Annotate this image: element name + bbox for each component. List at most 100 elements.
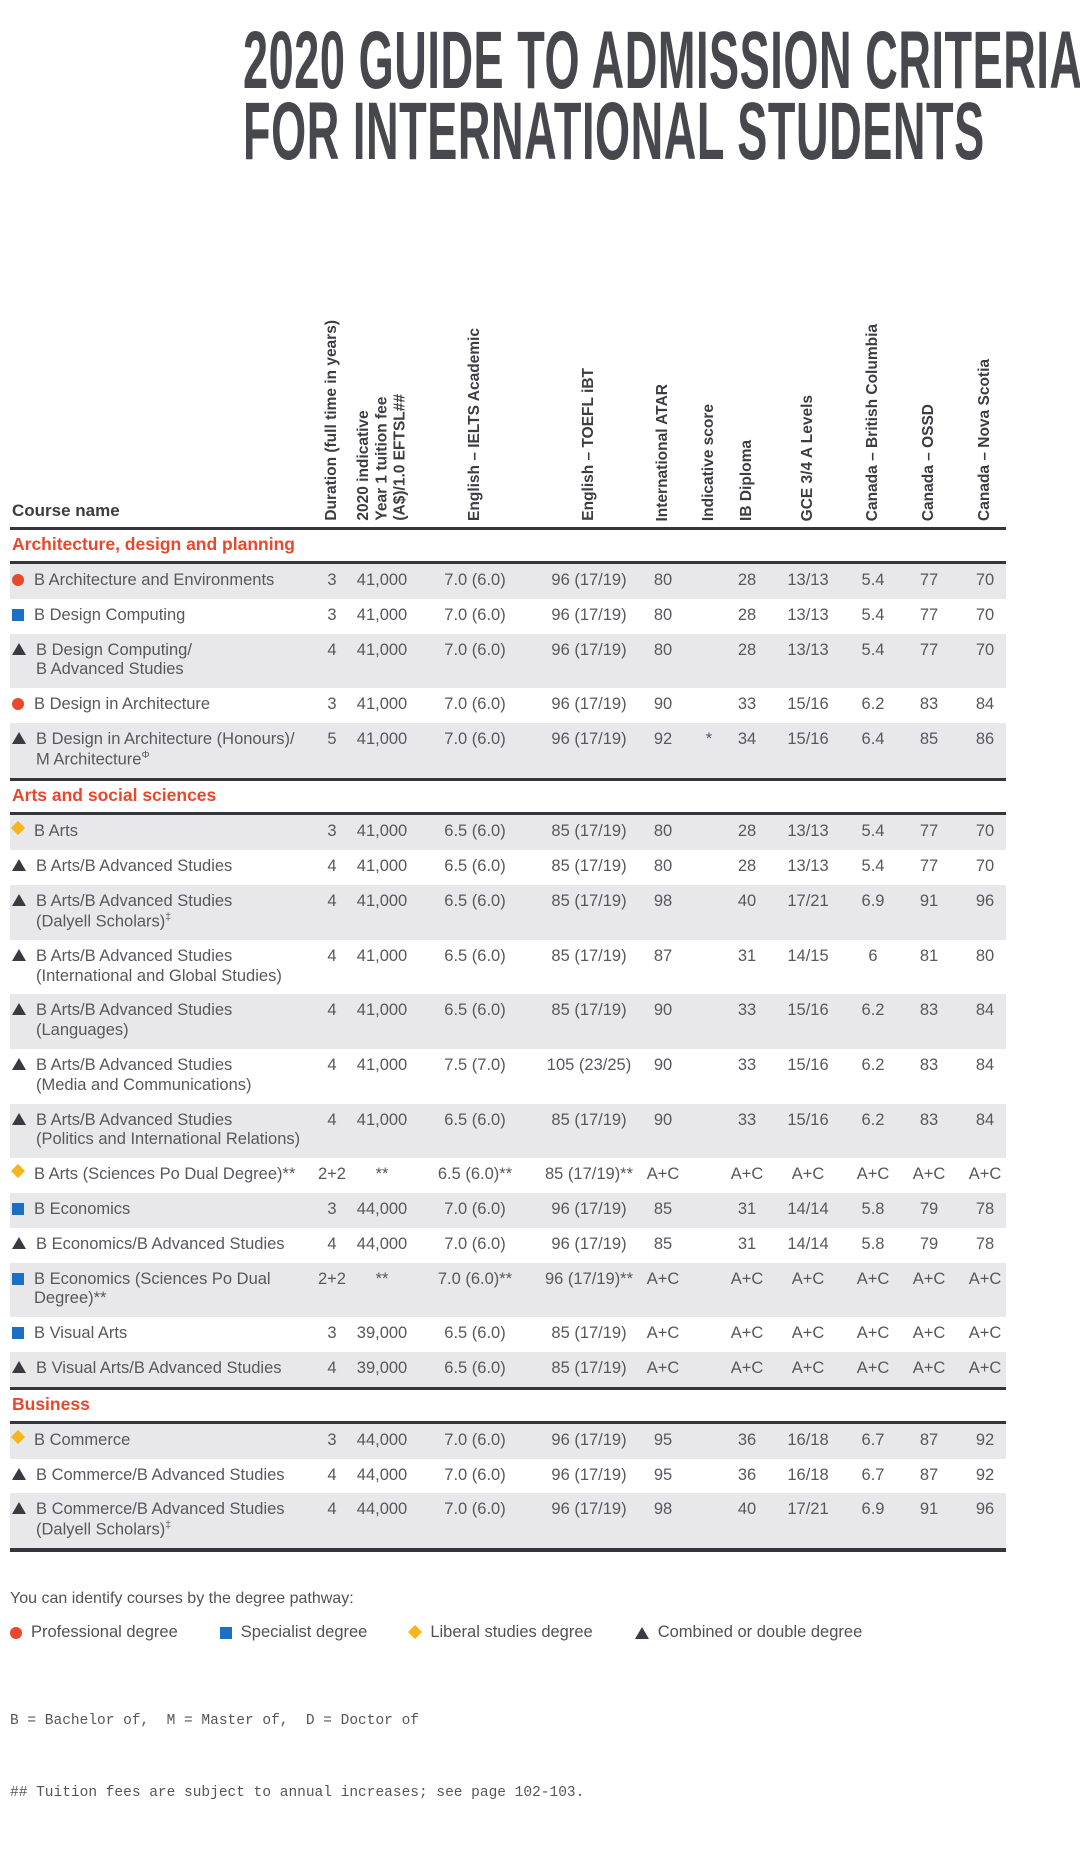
- combined-degree-icon: [12, 1057, 26, 1070]
- cell-duration: 3: [327, 1324, 337, 1343]
- cell-duration: 5: [327, 730, 337, 749]
- cell-ielts: 6.5 (6.0): [444, 1324, 506, 1343]
- table-row: B Visual Arts/B Advanced Studies 4 39,000 6…: [10, 1351, 1006, 1387]
- cell-canada-nova-scotia: 70: [975, 856, 995, 875]
- cell-canada-british-columbia: 5.4: [861, 605, 885, 624]
- cell-ib-diploma: 40: [737, 1500, 757, 1519]
- table-body: Architecture, design and planning B Archi…: [10, 527, 1006, 1553]
- cell-international-atar: 98: [653, 891, 673, 910]
- course-name: B Design Computing: [34, 605, 186, 624]
- course-name: B Visual Arts: [34, 1324, 128, 1343]
- course-name-cell: B Economics: [10, 1200, 310, 1220]
- course-name-cell: B Design Computing: [10, 606, 310, 626]
- cell-canada-nova-scotia: 96: [975, 1500, 995, 1519]
- cell-tuition-fee: 41,000: [356, 1055, 408, 1074]
- col-header-ielts: English – IELTS Academic: [410, 328, 540, 527]
- cell-canada-british-columbia: 6: [868, 946, 878, 965]
- course-name: B Commerce/B Advanced Studies (Dalyell Sc…: [36, 1500, 285, 1539]
- legend-item: Specialist degree: [219, 1623, 368, 1642]
- cell-international-atar: 87: [653, 946, 673, 965]
- combined-degree-icon: [12, 1236, 26, 1249]
- liberal-studies-degree-icon: [10, 821, 26, 836]
- cell-canada-ossd: 85: [919, 730, 939, 749]
- cell-ielts: 7.0 (6.0): [444, 1234, 506, 1253]
- cell-ielts: 7.0 (6.0): [444, 1430, 506, 1449]
- legend-label: Combined or double degree: [657, 1623, 863, 1642]
- table-row: B Arts/B Advanced Studies (International …: [10, 940, 1006, 995]
- table-row: B Commerce/B Advanced Studies (Dalyell Sc…: [10, 1493, 1006, 1549]
- cell-canada-nova-scotia: 70: [975, 640, 995, 659]
- course-name: B Arts/B Advanced Studies: [36, 856, 233, 875]
- combined-degree-icon: [12, 893, 26, 906]
- legend-label: Specialist degree: [240, 1623, 368, 1642]
- table-row: B Visual Arts 3 39,000 6.5 (6.0) 85 (17/19) A…: [10, 1317, 1006, 1352]
- col-header-label: English – TOEFL iBT: [579, 368, 597, 522]
- table-row: B Commerce 3 44,000 7.0 (6.0) 96 (17/19) 95 36…: [10, 1423, 1006, 1459]
- page-title-line2: FOR INTERNATIONAL STUDENTS: [243, 85, 985, 177]
- cell-gce-a-levels: 13/13: [787, 571, 829, 590]
- cell-tuition-fee: 41,000: [356, 695, 408, 714]
- combined-degree-icon: [12, 858, 26, 871]
- course-name-cell: B Arts/B Advanced Studies (Media and Comm…: [10, 1056, 310, 1096]
- course-name-cell: B Arts/B Advanced Studies: [10, 857, 310, 877]
- combined-degree-icon: [12, 1360, 26, 1373]
- cell-canada-ossd: 79: [919, 1199, 939, 1218]
- cell-toefl: 85 (17/19): [551, 891, 627, 910]
- cell-ib-diploma: 31: [737, 1234, 757, 1253]
- cell-international-atar: 92: [653, 730, 673, 749]
- cell-ielts: 6.5 (6.0)**: [437, 1165, 513, 1184]
- cell-ielts: 6.5 (6.0): [444, 856, 506, 875]
- cell-canada-british-columbia: 6.7: [861, 1430, 885, 1449]
- cell-canada-nova-scotia: 70: [975, 822, 995, 841]
- cell-tuition-fee: 44,000: [356, 1430, 408, 1449]
- cell-gce-a-levels: 13/13: [787, 605, 829, 624]
- cell-canada-ossd: A+C: [912, 1324, 946, 1343]
- cell-canada-british-columbia: A+C: [856, 1165, 890, 1184]
- cell-gce-a-levels: A+C: [791, 1269, 825, 1288]
- table-row: B Arts (Sciences Po Dual Degree)** 2+2 ** 6…: [10, 1158, 1006, 1193]
- cell-gce-a-levels: 15/16: [787, 1110, 829, 1129]
- cell-international-atar: 90: [653, 695, 673, 714]
- degree-pathway-legend: Professional degree Specialist degree Libe…: [10, 1623, 1080, 1642]
- footnote-marker: ‡: [165, 911, 171, 923]
- cell-canada-nova-scotia: 80: [975, 946, 995, 965]
- course-name-cell: B Economics/B Advanced Studies: [10, 1235, 310, 1255]
- cell-ib-diploma: 31: [737, 1199, 757, 1218]
- cell-tuition-fee: 44,000: [356, 1500, 408, 1519]
- cell-canada-nova-scotia: 86: [975, 730, 995, 749]
- cell-duration: 4: [327, 1465, 337, 1484]
- course-name-cell: B Arts (Sciences Po Dual Degree)**: [10, 1164, 310, 1185]
- cell-tuition-fee: 41,000: [356, 730, 408, 749]
- cell-ib-diploma: A+C: [730, 1165, 764, 1184]
- cell-ielts: 7.0 (6.0): [444, 730, 506, 749]
- cell-canada-british-columbia: A+C: [856, 1324, 890, 1343]
- cell-ielts: 7.5 (7.0): [444, 1055, 506, 1074]
- table-row: B Economics/B Advanced Studies 4 44,000 7.0…: [10, 1228, 1006, 1263]
- table-row: B Arts/B Advanced Studies (Politics and I…: [10, 1103, 1006, 1159]
- cell-ib-diploma: 40: [737, 891, 757, 910]
- footnote-marker: Φ: [141, 749, 150, 761]
- cell-duration: 4: [327, 1001, 337, 1020]
- cell-canada-ossd: 87: [919, 1430, 939, 1449]
- course-name: B Economics (Sciences Po Dual Degree)**: [34, 1269, 271, 1308]
- legend-item: Liberal studies degree: [408, 1623, 593, 1642]
- cell-gce-a-levels: 15/16: [787, 1001, 829, 1020]
- cell-ib-diploma: 28: [737, 640, 757, 659]
- cell-canada-ossd: 77: [919, 605, 939, 624]
- section-header: Business: [10, 1386, 1006, 1424]
- cell-gce-a-levels: 16/18: [787, 1465, 829, 1484]
- table-row: B Arts/B Advanced Studies (Media and Comm…: [10, 1049, 1006, 1104]
- cell-toefl: 96 (17/19): [551, 640, 627, 659]
- col-header-label: Indicative score: [699, 403, 717, 522]
- cell-tuition-fee: 44,000: [356, 1465, 408, 1484]
- cell-duration: 3: [327, 605, 337, 624]
- cell-ielts: 7.0 (6.0): [444, 1500, 506, 1519]
- professional-degree-icon: [10, 1626, 22, 1639]
- cell-toefl: 96 (17/19): [551, 1465, 627, 1484]
- footer: You can identify courses by the degree p…: [10, 1590, 1080, 1853]
- cell-toefl: 96 (17/19): [551, 605, 627, 624]
- combined-degree-icon: [12, 642, 26, 655]
- cell-tuition-fee: 44,000: [356, 1199, 408, 1218]
- col-header-label: 2020 indicative Year 1 tuition fee (A$)/…: [354, 394, 409, 522]
- cell-canada-british-columbia: 6.9: [861, 1500, 885, 1519]
